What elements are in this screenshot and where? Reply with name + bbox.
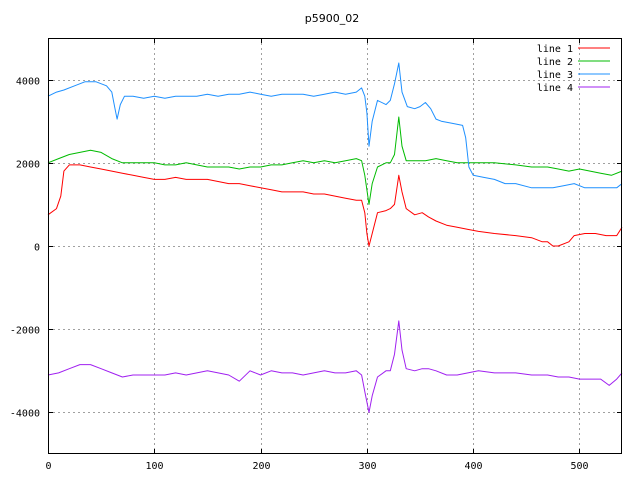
- y-tick-label: 0: [34, 243, 40, 254]
- chart-title: p5900_02: [305, 12, 359, 25]
- x-tick-label: 500: [570, 461, 588, 472]
- series-line-3: [47, 62, 623, 189]
- y-tick-label: -2000: [10, 326, 40, 337]
- x-tick-label: 200: [252, 461, 270, 472]
- legend-label: line 4: [537, 83, 573, 94]
- legend-label: line 3: [537, 70, 573, 81]
- x-tick-label: 300: [358, 461, 376, 472]
- series-line-2: [47, 116, 623, 205]
- x-tick-label: 100: [145, 461, 163, 472]
- series-line-4: [47, 320, 623, 413]
- axes: 0 100 200 300 400 500 -4000 -2000 0 2000 4000: [10, 38, 622, 472]
- y-tick-label: 4000: [16, 77, 40, 88]
- legend-label: line 2: [537, 57, 573, 68]
- series-line-1: [47, 164, 623, 247]
- series-group: [47, 62, 623, 413]
- x-tick-label: 0: [45, 461, 51, 472]
- legend-label: line 1: [537, 44, 573, 55]
- y-tick-label: -4000: [10, 409, 40, 420]
- x-tick-label: 400: [464, 461, 482, 472]
- grid: [48, 38, 622, 454]
- y-tick-label: 2000: [16, 160, 40, 171]
- legend: line 1 line 2 line 3 line 4: [537, 44, 610, 94]
